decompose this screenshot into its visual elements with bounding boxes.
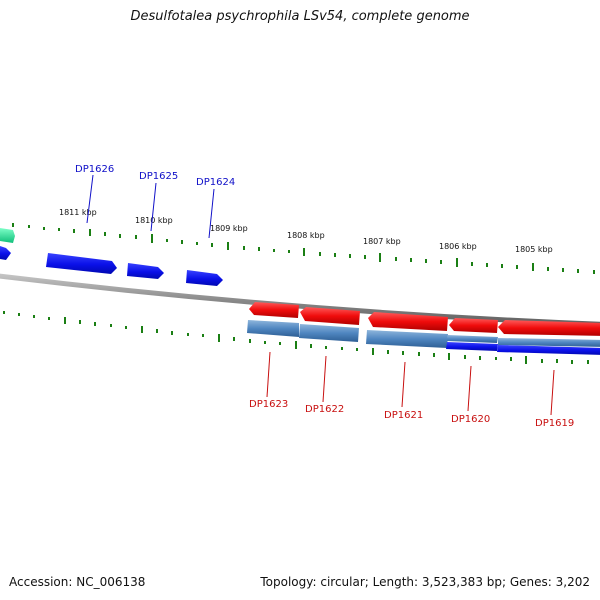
gene-label-DP1620[interactable]: DP1620 [451, 414, 490, 425]
cds-block[interactable] [497, 345, 600, 355]
gene-label-DP1625[interactable]: DP1625 [139, 171, 178, 182]
gene-label-DP1623[interactable]: DP1623 [249, 399, 288, 410]
forward-gene-labels: DP1626 DP1625 DP1624 [75, 164, 235, 188]
reverse-strand-track [249, 302, 600, 336]
reverse-gene-leaders [266, 351, 555, 416]
genome-summary-text: Topology: circular; Length: 3,523,383 bp… [260, 575, 590, 589]
gene-label-DP1621[interactable]: DP1621 [384, 410, 423, 421]
ruler-ticks-inner [3, 311, 589, 364]
reverse-gene-labels: DP1623 DP1622 DP1621 DP1620 DP1619 [249, 399, 574, 429]
cds-block[interactable] [498, 338, 600, 347]
gene-arrow-DP1622[interactable] [300, 307, 360, 325]
gene-arrow-DP1620[interactable] [449, 318, 498, 333]
gene-label-DP1626[interactable]: DP1626 [75, 164, 114, 175]
gene-arrow-DP1623[interactable] [249, 302, 299, 318]
gene-label-DP1624[interactable]: DP1624 [196, 177, 235, 188]
gene-label-DP1622[interactable]: DP1622 [305, 404, 344, 415]
gene-arrow-forward-partial[interactable] [0, 246, 11, 260]
ruler-label: 1809 kbp [210, 224, 248, 233]
ruler-ticks-outer [12, 223, 595, 274]
ruler-label: 1806 kbp [439, 242, 477, 251]
cds-block[interactable] [446, 342, 498, 351]
ruler-labels: 1811 kbp 1810 kbp 1809 kbp 1808 kbp 1807… [59, 208, 553, 254]
cds-block[interactable] [247, 320, 299, 337]
cds-block[interactable] [299, 324, 359, 342]
ruler-label: 1811 kbp [59, 208, 97, 217]
gene-arrow-DP1621[interactable] [368, 312, 448, 331]
ruler-label: 1805 kbp [515, 245, 553, 254]
cds-block[interactable] [366, 330, 448, 348]
partial-gene-feature[interactable] [0, 228, 15, 243]
cds-track [247, 320, 600, 355]
gene-arrow-DP1625[interactable] [127, 263, 164, 279]
forward-gene-leaders [86, 174, 215, 239]
ruler-label: 1810 kbp [135, 216, 173, 225]
genome-backbone [0, 273, 600, 327]
gene-arrow-DP1624[interactable] [186, 270, 223, 286]
ruler-label: 1807 kbp [363, 237, 401, 246]
ruler-label: 1808 kbp [287, 231, 325, 240]
genome-title: Desulfotalea psychrophila LSv54, complet… [130, 9, 470, 24]
forward-strand-track [0, 246, 223, 286]
gene-arrow-DP1619[interactable] [498, 320, 600, 336]
gene-arrow-DP1626[interactable] [46, 253, 117, 274]
accession-text: Accession: NC_006138 [9, 575, 146, 589]
cds-block[interactable] [447, 335, 498, 343]
gene-label-DP1619[interactable]: DP1619 [535, 418, 574, 429]
